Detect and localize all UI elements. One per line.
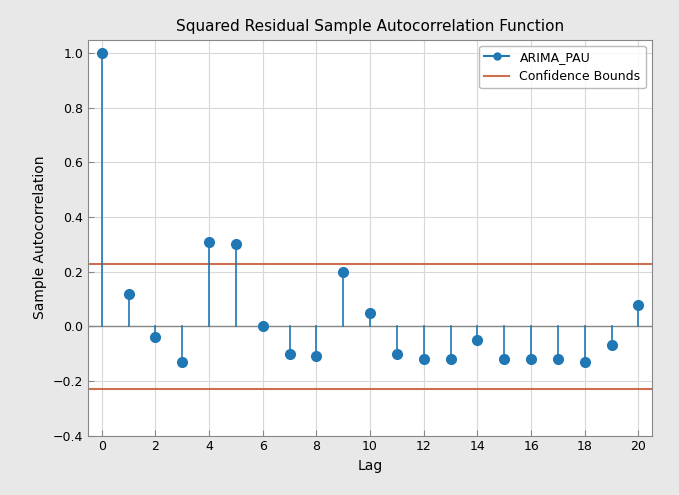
Legend: ARIMA_PAU, Confidence Bounds: ARIMA_PAU, Confidence Bounds (479, 46, 646, 88)
Title: Squared Residual Sample Autocorrelation Function: Squared Residual Sample Autocorrelation … (176, 19, 564, 34)
X-axis label: Lag: Lag (357, 459, 383, 473)
Y-axis label: Sample Autocorrelation: Sample Autocorrelation (33, 156, 48, 319)
